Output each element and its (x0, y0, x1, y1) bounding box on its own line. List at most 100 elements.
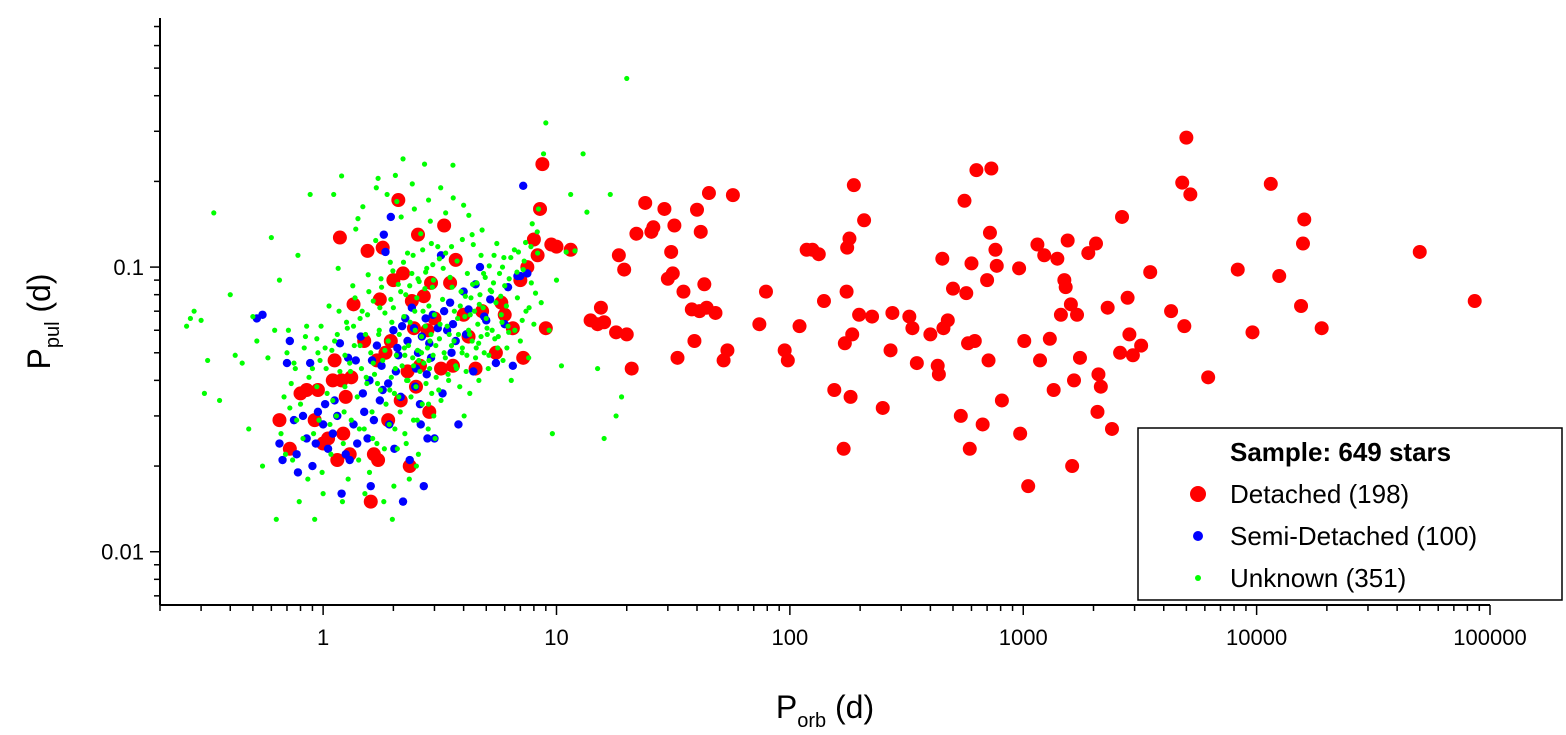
data-point (1089, 236, 1104, 251)
data-point (433, 374, 439, 380)
data-point (428, 240, 434, 247)
data-point (461, 413, 467, 419)
data-point (523, 308, 529, 314)
data-point (462, 293, 468, 299)
data-point (362, 491, 368, 497)
x-axis-title-unit: (d) (826, 689, 874, 725)
data-point (412, 308, 418, 314)
data-point (347, 360, 353, 366)
data-point (1122, 327, 1137, 342)
data-point (389, 326, 398, 335)
data-point (523, 269, 532, 278)
data-point (433, 342, 439, 349)
data-point (506, 329, 512, 335)
data-point (396, 394, 402, 400)
data-point (975, 417, 990, 432)
data-point (883, 343, 898, 358)
data-point (451, 338, 457, 344)
x-axis-ticks: 1 10 100 1000 10000 100000 (159, 605, 1527, 650)
data-point (568, 191, 574, 198)
data-point (302, 434, 311, 443)
data-point (392, 365, 398, 372)
data-point (426, 303, 432, 309)
data-point (365, 272, 371, 278)
data-point (1093, 379, 1108, 394)
data-point (296, 499, 302, 505)
data-point (366, 481, 375, 491)
data-point (393, 352, 399, 358)
data-point (466, 212, 472, 218)
data-point (535, 157, 550, 172)
data-point (282, 451, 289, 457)
data-point (447, 348, 456, 357)
data-point (697, 277, 712, 292)
data-point (352, 295, 358, 301)
data-point (290, 457, 296, 463)
data-point (416, 289, 431, 304)
data-point (299, 383, 314, 398)
data-point (390, 305, 396, 311)
data-point (404, 250, 411, 256)
data-point (400, 156, 406, 162)
data-point (364, 312, 371, 318)
data-point (350, 283, 356, 289)
data-point (419, 401, 425, 407)
data-point (205, 357, 211, 364)
data-point (676, 284, 691, 299)
data-point (328, 451, 334, 457)
data-point (1021, 479, 1036, 494)
data-point (638, 195, 653, 210)
data-point (430, 277, 437, 283)
data-point (1183, 187, 1198, 202)
data-point (843, 389, 858, 404)
data-point (962, 441, 977, 456)
data-point (857, 213, 872, 228)
data-point (198, 317, 204, 323)
data-point (497, 307, 512, 322)
data-point (339, 499, 346, 505)
data-point (967, 333, 982, 348)
data-point (469, 338, 475, 344)
data-point (370, 435, 376, 442)
data-point (458, 289, 464, 295)
data-point (514, 269, 520, 275)
data-point (358, 365, 365, 372)
data-point (1412, 244, 1427, 259)
data-point (416, 420, 425, 429)
data-point (422, 370, 431, 379)
data-point (498, 293, 504, 299)
data-point (459, 345, 465, 351)
data-point (216, 397, 223, 404)
data-point (375, 175, 381, 181)
data-point (398, 289, 404, 295)
legend-box (1137, 427, 1563, 601)
data-point (395, 281, 401, 287)
data-point (531, 321, 537, 327)
data-point (446, 331, 452, 338)
data-point (305, 476, 311, 482)
data-point (377, 387, 384, 393)
data-point (428, 331, 434, 338)
data-point (394, 198, 400, 205)
data-point (254, 338, 260, 344)
data-point (408, 394, 414, 400)
data-point (239, 360, 245, 366)
data-point (421, 360, 427, 366)
data-point (499, 319, 505, 325)
data-point (374, 380, 381, 387)
data-point (464, 305, 473, 314)
data-point (392, 172, 398, 178)
data-point (381, 499, 387, 505)
data-point (314, 336, 320, 342)
data-point (416, 357, 422, 364)
data-point (549, 431, 555, 437)
data-point (401, 313, 407, 320)
data-point (453, 365, 460, 372)
data-point (885, 305, 900, 320)
data-point (312, 516, 318, 522)
data-point (511, 247, 517, 253)
data-point (366, 469, 373, 475)
data-point (315, 350, 321, 356)
data-point (435, 244, 441, 250)
